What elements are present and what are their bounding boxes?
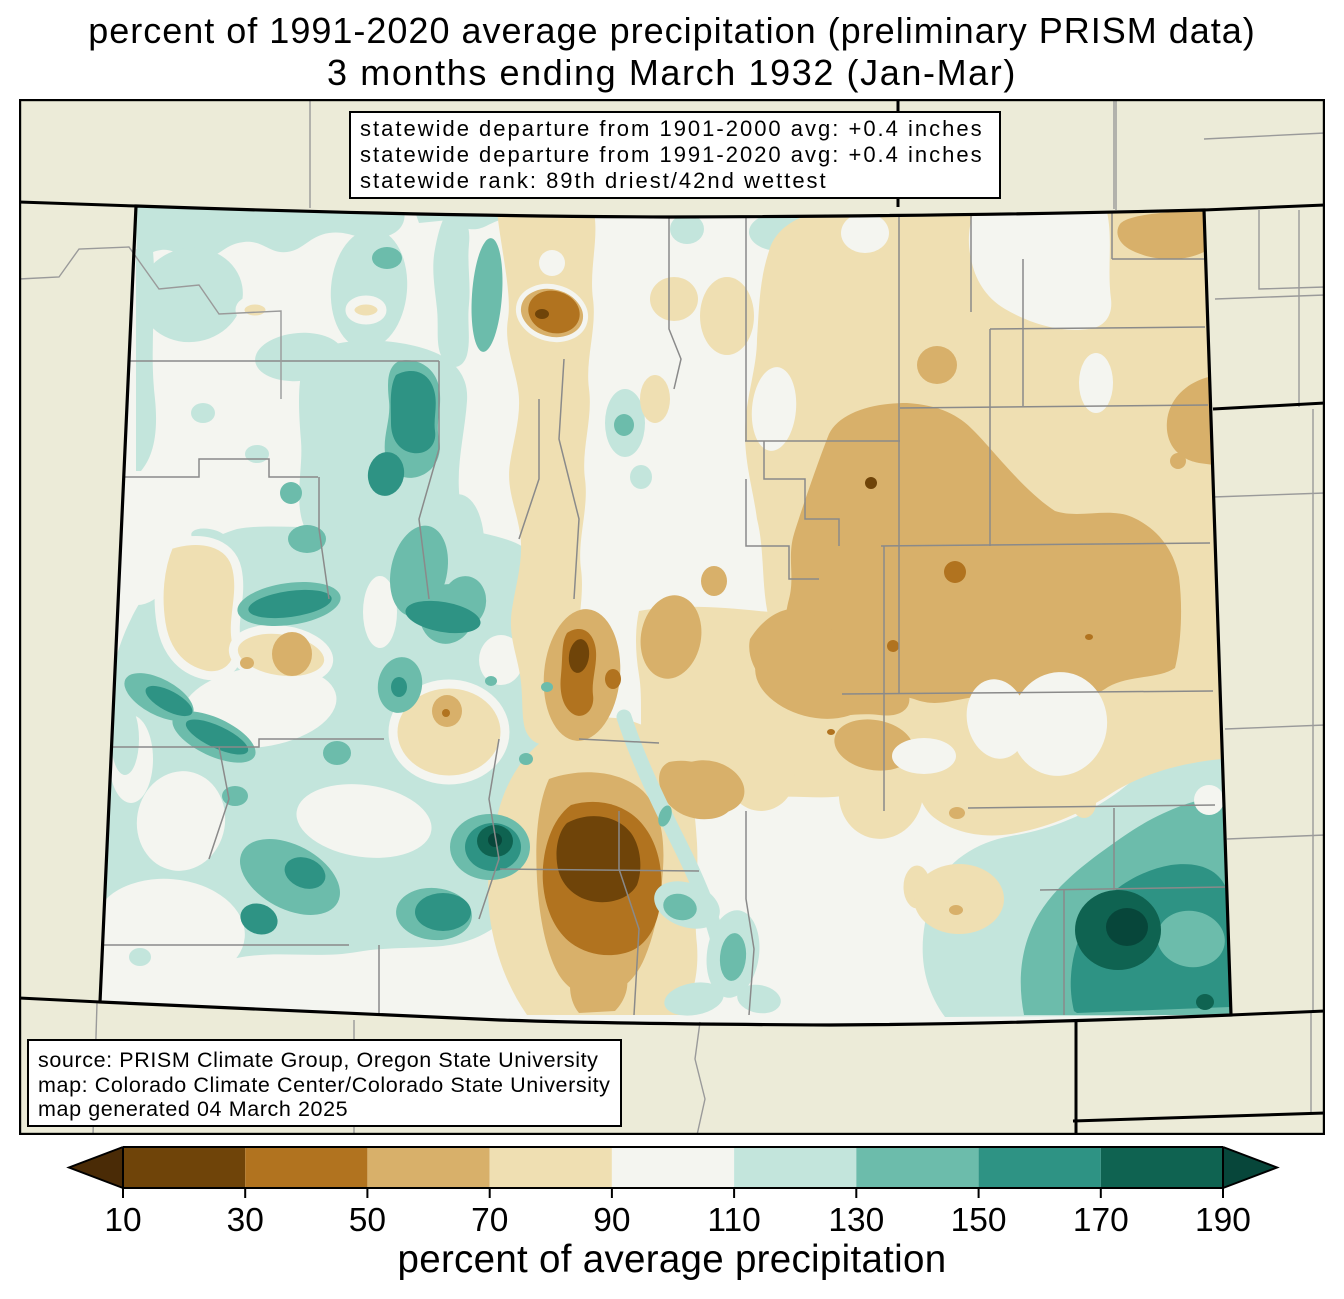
svg-text:130: 130 <box>828 1202 884 1239</box>
svg-text:30: 30 <box>227 1202 264 1239</box>
svg-text:50: 50 <box>349 1202 386 1239</box>
svg-text:110: 110 <box>707 1202 760 1239</box>
svg-text:190: 190 <box>1195 1202 1251 1239</box>
svg-text:170: 170 <box>1073 1202 1129 1239</box>
svg-text:150: 150 <box>951 1202 1007 1239</box>
svg-text:70: 70 <box>471 1202 508 1239</box>
svg-text:90: 90 <box>593 1202 630 1239</box>
svg-text:10: 10 <box>104 1202 141 1239</box>
